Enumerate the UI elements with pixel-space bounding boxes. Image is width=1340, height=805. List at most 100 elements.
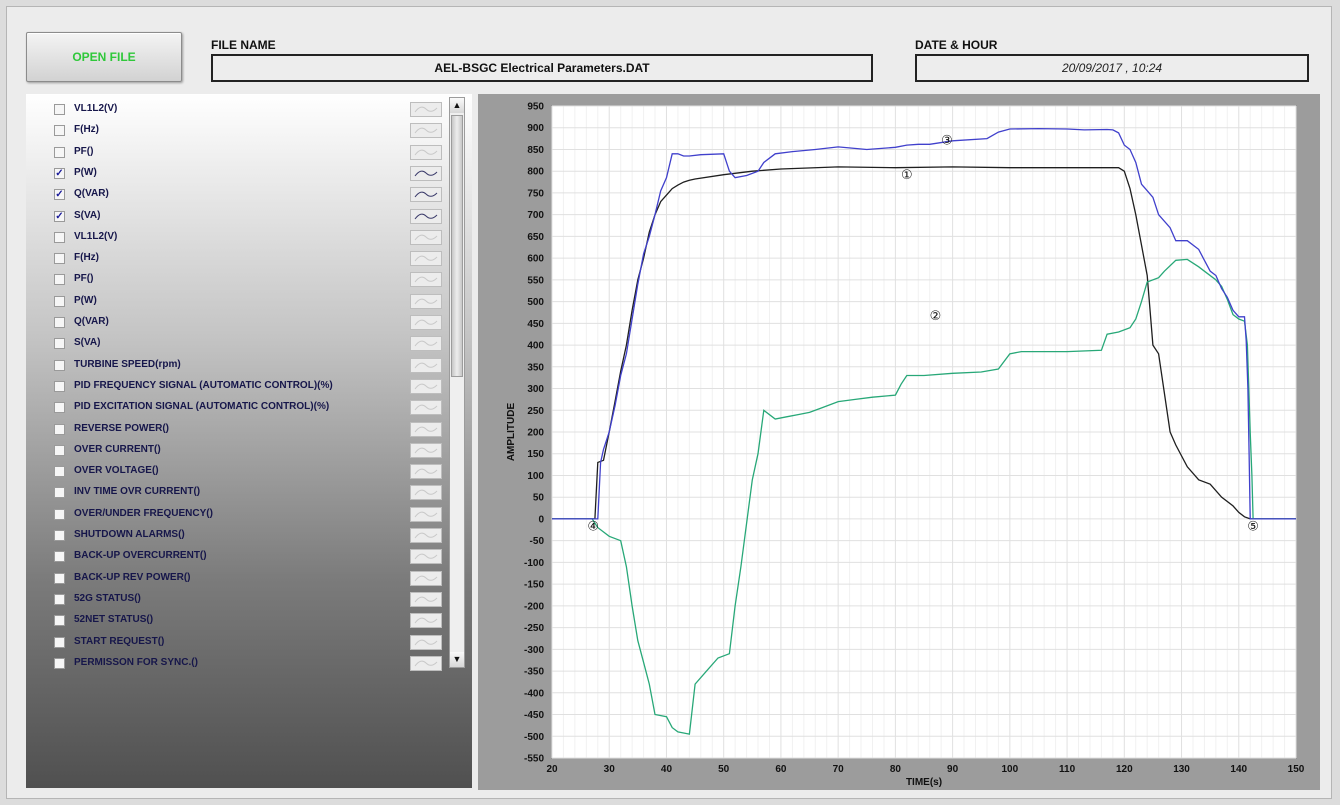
parameter-checkbox[interactable] bbox=[54, 487, 65, 499]
plot-style-swatch[interactable] bbox=[410, 251, 442, 267]
plot-style-swatch[interactable] bbox=[410, 357, 442, 373]
plot-style-swatch[interactable] bbox=[410, 464, 442, 480]
parameter-row[interactable]: SHUTDOWN ALARMS() bbox=[48, 525, 448, 545]
parameter-row[interactable]: S(VA) bbox=[48, 333, 448, 353]
parameter-row[interactable]: OVER CURRENT() bbox=[48, 440, 448, 460]
parameter-row[interactable]: PID FREQUENCY SIGNAL (AUTOMATIC CONTROL)… bbox=[48, 376, 448, 396]
parameter-scrollbar[interactable]: ▲ ▼ bbox=[449, 97, 465, 668]
plot-style-swatch[interactable] bbox=[410, 655, 442, 671]
scroll-up-arrow-icon[interactable]: ▲ bbox=[450, 98, 464, 113]
parameter-row[interactable]: ✓ P(W) bbox=[48, 163, 448, 183]
parameter-checkbox[interactable] bbox=[54, 295, 65, 307]
parameter-row[interactable]: F(Hz) bbox=[48, 248, 448, 268]
parameter-row[interactable]: ✓ Q(VAR) bbox=[48, 184, 448, 204]
plot-style-swatch[interactable] bbox=[410, 293, 442, 309]
parameter-row[interactable]: PF() bbox=[48, 142, 448, 162]
y-tick-label: 350 bbox=[527, 362, 544, 373]
parameter-checkbox[interactable] bbox=[54, 380, 65, 392]
plot-style-swatch[interactable] bbox=[410, 272, 442, 288]
plot-style-swatch[interactable] bbox=[410, 315, 442, 330]
plot-style-swatch[interactable] bbox=[410, 102, 442, 117]
parameter-row[interactable]: F(Hz) bbox=[48, 120, 448, 140]
parameter-row[interactable]: BACK-UP REV POWER() bbox=[48, 568, 448, 588]
plot-style-swatch[interactable] bbox=[410, 442, 442, 458]
line-style-icon bbox=[414, 362, 438, 368]
scroll-down-arrow-icon[interactable]: ▼ bbox=[450, 652, 464, 667]
y-tick-label: 900 bbox=[527, 123, 544, 134]
plot-style-swatch[interactable] bbox=[410, 591, 442, 607]
plot-style-swatch[interactable] bbox=[410, 123, 442, 139]
parameter-row[interactable]: 52G STATUS() bbox=[48, 589, 448, 609]
parameter-label: REVERSE POWER() bbox=[74, 422, 170, 434]
parameter-checkbox[interactable] bbox=[54, 359, 65, 371]
plot-style-swatch[interactable] bbox=[410, 506, 442, 522]
plot-style-swatch[interactable] bbox=[410, 378, 442, 394]
parameter-checkbox[interactable] bbox=[54, 125, 65, 137]
parameter-checkbox[interactable] bbox=[54, 530, 65, 541]
file-name-field[interactable]: AEL-BSGC Electrical Parameters.DAT bbox=[211, 54, 873, 82]
plot-style-swatch[interactable] bbox=[410, 336, 442, 352]
parameter-checkbox[interactable] bbox=[54, 508, 65, 520]
plot-style-swatch[interactable] bbox=[410, 229, 442, 245]
parameter-row[interactable]: TURBINE SPEED(rpm) bbox=[48, 355, 448, 375]
parameter-checkbox[interactable] bbox=[54, 593, 65, 605]
parameter-label: P(W) bbox=[74, 166, 97, 178]
parameter-checkbox[interactable] bbox=[54, 615, 65, 627]
plot-style-swatch[interactable] bbox=[410, 400, 442, 416]
plot-style-swatch[interactable] bbox=[410, 165, 442, 181]
plot-style-swatch[interactable] bbox=[410, 634, 442, 650]
parameter-checkbox[interactable] bbox=[54, 253, 65, 265]
parameter-checkbox[interactable] bbox=[54, 636, 65, 648]
parameter-checkbox[interactable] bbox=[54, 572, 65, 584]
plot-style-swatch[interactable] bbox=[410, 613, 442, 629]
y-tick-label: 700 bbox=[527, 210, 544, 221]
parameter-checkbox[interactable] bbox=[54, 146, 65, 158]
plot-style-swatch[interactable] bbox=[410, 528, 442, 543]
parameter-row[interactable]: PID EXCITATION SIGNAL (AUTOMATIC CONTROL… bbox=[48, 397, 448, 417]
parameter-checkbox[interactable]: ✓ bbox=[54, 210, 65, 222]
parameter-checkbox[interactable]: ✓ bbox=[54, 167, 65, 179]
open-file-button[interactable]: OPEN FILE bbox=[26, 32, 182, 82]
parameter-row[interactable]: PF() bbox=[48, 269, 448, 289]
parameter-row[interactable]: START REQUEST() bbox=[48, 632, 448, 652]
scroll-thumb[interactable] bbox=[451, 115, 463, 377]
parameter-checkbox[interactable]: ✓ bbox=[54, 189, 65, 201]
parameter-checkbox[interactable] bbox=[54, 657, 65, 669]
parameter-row[interactable]: BACK-UP OVERCURRENT() bbox=[48, 546, 448, 566]
plot-style-swatch[interactable] bbox=[410, 187, 442, 203]
series-annotation: ② bbox=[930, 309, 942, 324]
series-line bbox=[552, 166, 1296, 520]
parameter-row[interactable]: OVER/UNDER FREQUENCY() bbox=[48, 504, 448, 524]
parameter-checkbox[interactable] bbox=[54, 317, 65, 328]
plot-style-swatch[interactable] bbox=[410, 549, 442, 565]
parameter-checkbox[interactable] bbox=[54, 274, 65, 286]
parameter-row[interactable]: INV TIME OVR CURRENT() bbox=[48, 482, 448, 502]
parameter-row[interactable]: REVERSE POWER() bbox=[48, 419, 448, 439]
parameter-checkbox[interactable] bbox=[54, 338, 65, 350]
x-tick-label: 120 bbox=[1116, 764, 1133, 775]
parameter-checkbox[interactable] bbox=[54, 231, 65, 243]
plot-style-swatch[interactable] bbox=[410, 485, 442, 501]
parameter-row[interactable]: P(W) bbox=[48, 291, 448, 311]
parameter-checkbox[interactable] bbox=[54, 423, 65, 435]
plot-style-swatch[interactable] bbox=[410, 208, 442, 224]
parameter-label: S(VA) bbox=[74, 209, 101, 221]
parameter-checkbox[interactable] bbox=[54, 466, 65, 478]
parameter-row[interactable]: ✓ S(VA) bbox=[48, 206, 448, 226]
parameter-row[interactable]: OVER VOLTAGE() bbox=[48, 461, 448, 481]
parameter-checkbox[interactable] bbox=[54, 444, 65, 456]
parameter-checkbox[interactable] bbox=[54, 402, 65, 414]
parameter-row[interactable]: 52NET STATUS() bbox=[48, 610, 448, 630]
parameter-row[interactable]: VL1L2(V) bbox=[48, 227, 448, 247]
plot-style-swatch[interactable] bbox=[410, 570, 442, 586]
parameter-row[interactable]: Q(VAR) bbox=[48, 312, 448, 332]
parameter-row[interactable]: PERMISSON FOR SYNC.() bbox=[48, 653, 448, 673]
y-tick-label: 600 bbox=[527, 254, 544, 265]
plot-style-swatch[interactable] bbox=[410, 421, 442, 437]
parameter-checkbox[interactable] bbox=[54, 104, 65, 115]
parameter-checkbox[interactable] bbox=[54, 551, 65, 563]
parameter-row[interactable]: VL1L2(V) bbox=[48, 99, 448, 119]
line-style-icon bbox=[414, 553, 438, 560]
parameter-label: Q(VAR) bbox=[74, 316, 109, 327]
plot-style-swatch[interactable] bbox=[410, 144, 442, 160]
